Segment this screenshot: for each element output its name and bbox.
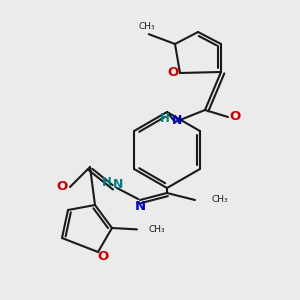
Text: CH₃: CH₃ <box>149 225 166 234</box>
Text: N: N <box>134 200 146 212</box>
Text: N: N <box>172 115 182 128</box>
Text: CH₃: CH₃ <box>139 22 155 31</box>
Text: H: H <box>102 176 112 190</box>
Text: O: O <box>167 67 178 80</box>
Text: O: O <box>56 181 68 194</box>
Text: O: O <box>98 250 109 262</box>
Text: N: N <box>113 178 123 191</box>
Text: CH₃: CH₃ <box>211 196 228 205</box>
Text: O: O <box>230 110 241 124</box>
Text: H: H <box>160 112 170 125</box>
